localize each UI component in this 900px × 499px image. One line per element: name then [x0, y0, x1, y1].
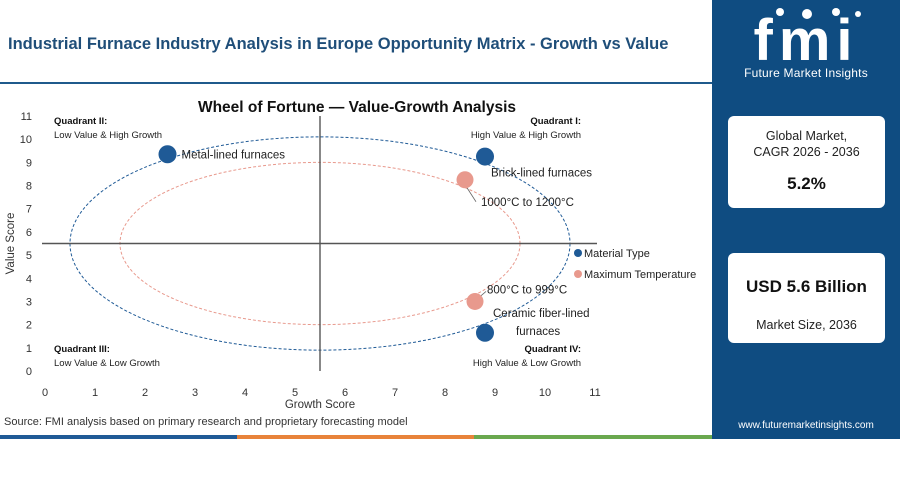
- legend-label: Material Type: [584, 248, 650, 260]
- x-axis-label: Growth Score: [285, 399, 355, 411]
- quadrant-title: Quadrant IV:: [525, 344, 581, 355]
- quadrant-subtitle: High Value & Low Growth: [473, 358, 581, 369]
- y-tick-label: 11: [21, 111, 32, 123]
- point-label: Metal-lined furnaces: [182, 149, 286, 161]
- x-tick-label: 9: [492, 387, 498, 399]
- brand-panel: fmi Future Market Insights Global Market…: [712, 0, 900, 439]
- point-label: Ceramic fiber-lined: [493, 308, 590, 320]
- quadrant-title: Quadrant III:: [54, 344, 110, 355]
- fmi-logo-wordmark: fmi: [754, 8, 859, 73]
- data-point: [476, 147, 494, 166]
- data-point: [476, 323, 494, 342]
- y-tick-label: 5: [26, 250, 32, 262]
- opportunity-matrix-chart: Wheel of Fortune — Value-Growth Analysis…: [5, 99, 696, 411]
- footer-color-bar-orange: [237, 435, 474, 439]
- x-tick-label: 5: [292, 387, 298, 399]
- cagr-card: Global Market, CAGR 2026 - 2036 5.2%: [728, 116, 885, 208]
- cagr-label: Global Market, CAGR 2026 - 2036: [753, 129, 860, 159]
- header-divider: [0, 82, 712, 84]
- data-points: Metal-lined furnaces Brick-lined furnaces…: [158, 145, 592, 342]
- market-size-card: USD 5.6 Billion Market Size, 2036: [728, 253, 885, 343]
- point-label: Brick-lined furnaces: [491, 168, 592, 180]
- x-tick-label: 0: [42, 387, 48, 399]
- data-point: [158, 145, 177, 164]
- y-tick-label: 3: [26, 296, 32, 308]
- legend-label: Maximum Temperature: [584, 269, 696, 281]
- x-tick-label: 1: [92, 387, 98, 399]
- quadrant-subtitle: Low Value & High Growth: [54, 130, 162, 141]
- legend-marker: [574, 270, 582, 278]
- data-point: [466, 292, 484, 310]
- footer-color-bar-blue: [0, 435, 237, 439]
- y-tick-label: 8: [26, 181, 32, 193]
- y-tick-label: 1: [26, 343, 32, 355]
- chart-legend: Material Type Maximum Temperature: [574, 248, 696, 281]
- quadrant-labels: Quadrant II: Low Value & High Growth Quadr…: [54, 116, 581, 369]
- cagr-value: 5.2%: [787, 174, 826, 193]
- source-note: Source: FMI analysis based on primary re…: [4, 416, 408, 428]
- point-label: 1000°C to 1200°C: [481, 197, 574, 209]
- website-link[interactable]: www.futuremarketinsights.com: [738, 420, 874, 431]
- quadrant-subtitle: Low Value & Low Growth: [54, 358, 160, 369]
- y-tick-label: 10: [20, 134, 32, 146]
- quadrant-subtitle: High Value & High Growth: [471, 130, 581, 141]
- market-size-value: USD 5.6 Billion: [746, 277, 867, 296]
- y-tick-label: 4: [26, 273, 32, 285]
- x-tick-label: 2: [142, 387, 148, 399]
- y-tick-label: 9: [26, 157, 32, 169]
- legend-marker: [574, 249, 582, 257]
- x-tick-label: 6: [342, 387, 348, 399]
- y-axis-label: Value Score: [5, 213, 17, 275]
- y-tick-label: 7: [26, 204, 32, 216]
- point-label: furnaces: [516, 326, 560, 338]
- quadrant-dividers: [42, 116, 597, 371]
- axis-ticks: 0 1 2 3 4 5 6 7 8 9 10 11 0 1 2 3 4 5 6 7 8 9 10 11: [20, 111, 601, 399]
- y-tick-label: 2: [26, 320, 32, 332]
- page-title: Industrial Furnace Industry Analysis in …: [8, 35, 669, 53]
- x-tick-label: 8: [442, 387, 448, 399]
- fmi-logo: fmi: [754, 8, 861, 73]
- leader-line: [466, 187, 477, 202]
- chart-title: Wheel of Fortune — Value-Growth Analysis: [198, 99, 516, 116]
- footer-color-bar-green: [474, 435, 712, 439]
- quadrant-title: Quadrant I:: [530, 116, 581, 127]
- data-point: [456, 171, 474, 189]
- brand-tagline: Future Market Insights: [744, 66, 868, 80]
- x-tick-label: 3: [192, 387, 198, 399]
- point-label: 800°C to 999°C: [487, 284, 567, 296]
- y-tick-label: 6: [26, 227, 32, 239]
- x-tick-label: 11: [589, 387, 600, 399]
- x-tick-label: 10: [539, 387, 551, 399]
- market-size-label: Market Size, 2036: [756, 318, 857, 332]
- x-tick-label: 4: [242, 387, 248, 399]
- quadrant-title: Quadrant II:: [54, 116, 107, 127]
- y-tick-label: 0: [26, 366, 32, 378]
- x-tick-label: 7: [392, 387, 398, 399]
